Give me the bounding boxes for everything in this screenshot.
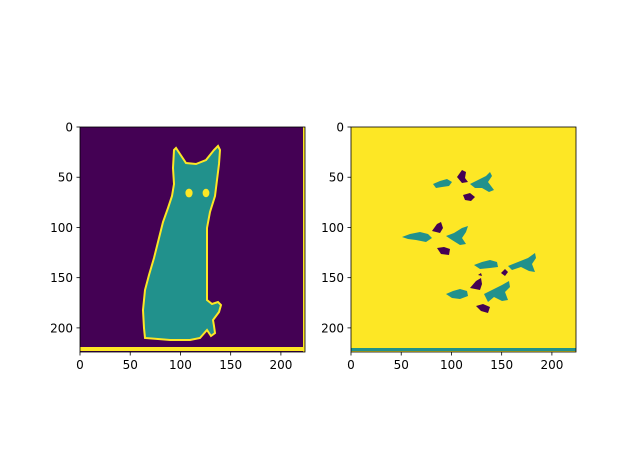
right-x-tick-label: 50 <box>394 358 409 372</box>
right-x-tick-label: 100 <box>440 358 463 372</box>
left-y-tick-label: 150 <box>50 271 73 285</box>
right-blob-teal-5 <box>474 260 498 269</box>
right-axes-frame <box>350 126 577 353</box>
right-blob-purple-1 <box>457 170 468 183</box>
right-blob-teal-4 <box>446 226 468 245</box>
right-blob-teal-3 <box>402 232 432 242</box>
right-y-tick-label: 0 <box>336 121 344 135</box>
cat-right-eye-region <box>202 188 210 198</box>
left-x-axis: 0 50 100 150 200 <box>76 352 292 372</box>
left-axes-frame <box>79 126 306 353</box>
left-y-tick-label: 200 <box>50 321 73 335</box>
left-bottom-border-region <box>80 347 305 351</box>
left-heatmap-panel: 0 50 100 150 200 0 50 100 150 200 <box>50 121 306 372</box>
right-blob-purple-6 <box>478 273 482 276</box>
right-blob-teal-8 <box>484 281 510 302</box>
left-y-axis: 0 50 100 150 200 <box>50 121 80 335</box>
right-background-region <box>351 127 576 352</box>
cat-silhouette-region <box>141 144 223 341</box>
left-x-tick-label: 0 <box>76 358 84 372</box>
left-x-tick-label: 200 <box>269 358 292 372</box>
right-y-tick-label: 150 <box>321 271 344 285</box>
left-x-tick-label: 150 <box>219 358 242 372</box>
right-blob-teal-6 <box>508 253 536 272</box>
right-blob-purple-5 <box>501 269 508 276</box>
left-y-tick-label: 0 <box>65 121 73 135</box>
right-blob-teal-7 <box>446 289 468 299</box>
left-right-border-region <box>303 127 305 352</box>
right-x-axis: 0 50 100 150 200 <box>347 352 563 372</box>
right-x-tick-label: 0 <box>347 358 355 372</box>
left-x-tick-label: 50 <box>123 358 138 372</box>
right-bottom-strip-region <box>351 348 576 351</box>
right-heatmap-panel: 0 50 100 150 200 0 50 100 150 200 <box>321 121 577 372</box>
right-blob-teal-2 <box>470 172 494 192</box>
right-y-axis: 0 50 100 150 200 <box>321 121 351 335</box>
right-blob-purple-4 <box>437 247 450 255</box>
right-y-tick-label: 200 <box>321 321 344 335</box>
cat-left-eye-region <box>185 188 193 198</box>
right-blob-purple-3 <box>432 222 443 233</box>
left-y-tick-label: 100 <box>50 221 73 235</box>
left-y-tick-label: 50 <box>58 171 73 185</box>
right-x-tick-label: 150 <box>490 358 513 372</box>
right-x-tick-label: 200 <box>540 358 563 372</box>
right-y-tick-label: 50 <box>329 171 344 185</box>
right-blob-purple-8 <box>476 304 490 313</box>
right-y-tick-label: 100 <box>321 221 344 235</box>
left-x-tick-label: 100 <box>169 358 192 372</box>
right-blob-purple-2 <box>463 193 475 201</box>
right-blob-purple-7 <box>470 278 482 290</box>
right-blob-teal-1 <box>433 179 452 188</box>
